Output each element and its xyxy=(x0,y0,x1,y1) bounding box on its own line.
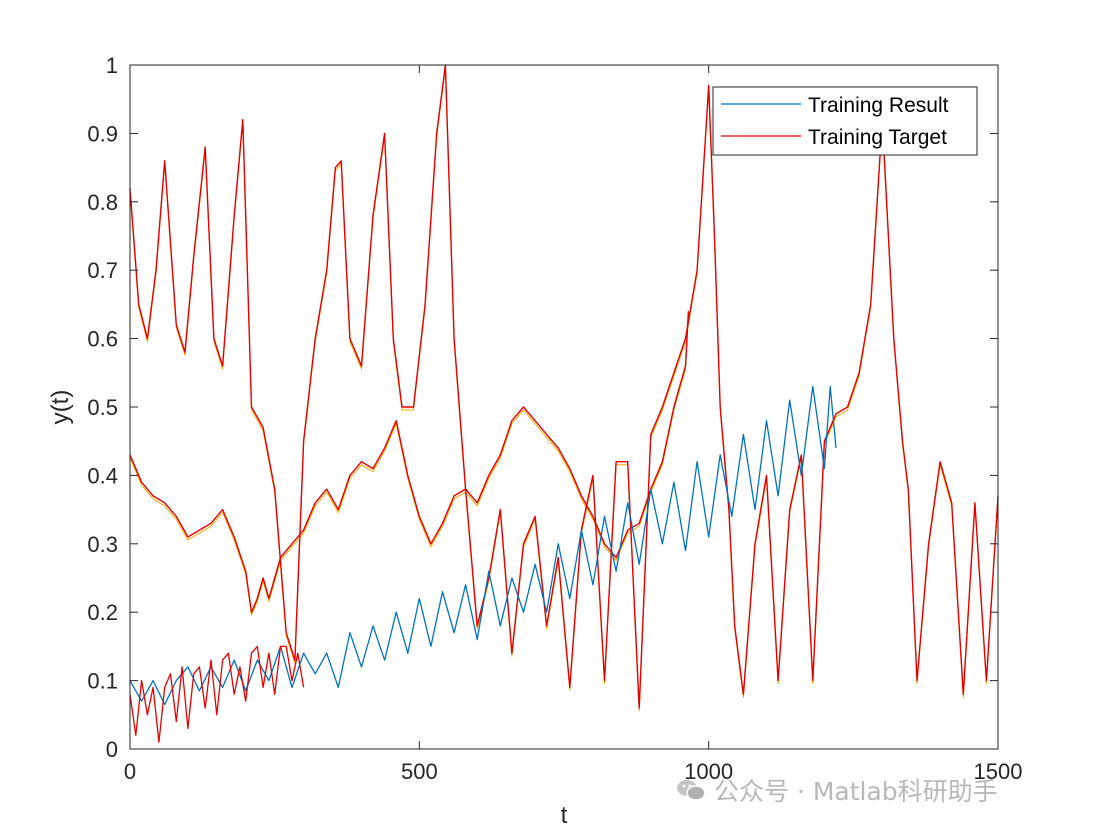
trace-target-0 xyxy=(129,64,999,709)
plot-area xyxy=(130,65,998,749)
y-tick-label: 0.4 xyxy=(87,463,118,488)
y-tick-label: 0 xyxy=(106,737,118,762)
y-tick-label: 0.6 xyxy=(87,327,118,352)
y-tick-label: 0.9 xyxy=(87,121,118,146)
y-axis-label: y(t) xyxy=(47,390,74,425)
x-axis-label: t xyxy=(561,802,568,829)
x-tick-label: 0 xyxy=(124,759,136,784)
y-tick-label: 0.1 xyxy=(87,669,118,694)
x-tick-label: 500 xyxy=(401,759,438,784)
x-tick-label: 1500 xyxy=(974,759,1023,784)
y-tick-label: 0.8 xyxy=(87,190,118,215)
legend-label-training-target: Training Target xyxy=(808,126,947,149)
trace-target-1 xyxy=(129,311,690,613)
axis-ticks: 0 500 1000 1500 0 0.1 0.2 0.3 0.4 0.5 0.6 0.7 0.8 0.9… xyxy=(87,53,1022,784)
data-traces xyxy=(129,64,999,743)
y-tick-label: 0.3 xyxy=(87,532,118,557)
y-tick-label: 0.5 xyxy=(87,395,118,420)
y-tick-label: 0.7 xyxy=(87,258,118,283)
legend: Training Result Training Target xyxy=(712,86,978,156)
x-tick-label: 1000 xyxy=(684,759,733,784)
watermark-text: 公众号 · Matlab科研助手 xyxy=(714,777,998,806)
y-tick-label: 1 xyxy=(106,53,118,78)
y-tick-label: 0.2 xyxy=(87,600,118,625)
series-line-1 xyxy=(129,645,305,743)
watermark: 公众号 · Matlab科研助手 xyxy=(676,772,998,808)
series-line-0 xyxy=(129,385,837,706)
legend-label-training-result: Training Result xyxy=(808,94,949,117)
legend-box xyxy=(712,86,978,156)
wechat-icon xyxy=(677,780,706,801)
